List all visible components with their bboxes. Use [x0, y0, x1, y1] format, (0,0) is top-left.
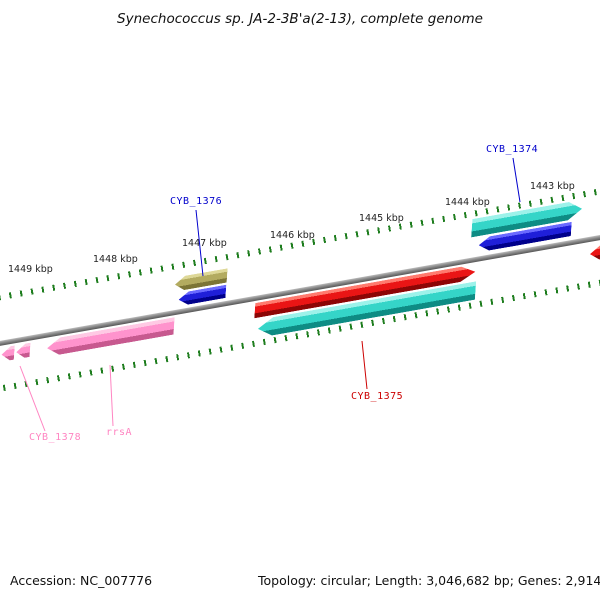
gene-arrow-cyb1378-pink-1[interactable]	[1, 345, 15, 362]
gene-label-rrsA[interactable]: rrsA	[106, 427, 133, 438]
genome-summary-text: Topology: circular; Length: 3,046,682 bp…	[258, 573, 600, 588]
ruler-tick-label-1448: 1448 kbp	[93, 254, 138, 265]
ruler-tick-label-1446: 1446 kbp	[270, 230, 315, 241]
genome-axis-line	[0, 232, 600, 349]
gene-label-cyb1378[interactable]: CYB_1378	[29, 432, 82, 443]
ruler-tick-label-1449: 1449 kbp	[8, 264, 53, 275]
ruler-tick-label-1443: 1443 kbp	[530, 181, 575, 192]
gene-arrow-fragment-red[interactable]	[589, 242, 600, 261]
accession-text: Accession: NC_007776	[10, 573, 153, 588]
genome-title: Synechococcus sp. JA-2-3B'a(2-13), compl…	[117, 11, 483, 27]
genome-track	[0, 152, 600, 431]
gene-label-cyb1375[interactable]: CYB_1375	[351, 391, 404, 402]
gene-label-cyb1374[interactable]: CYB_1374	[486, 144, 539, 155]
gene-label-cyb1376[interactable]: CYB_1376	[170, 196, 223, 207]
ruler-tick-label-1445: 1445 kbp	[359, 213, 404, 224]
ruler-tick-label-1444: 1444 kbp	[445, 197, 490, 208]
gene-arrow-cyb1378-pink-2[interactable]	[16, 343, 31, 360]
ruler-tick-label-1447: 1447 kbp	[182, 238, 227, 249]
